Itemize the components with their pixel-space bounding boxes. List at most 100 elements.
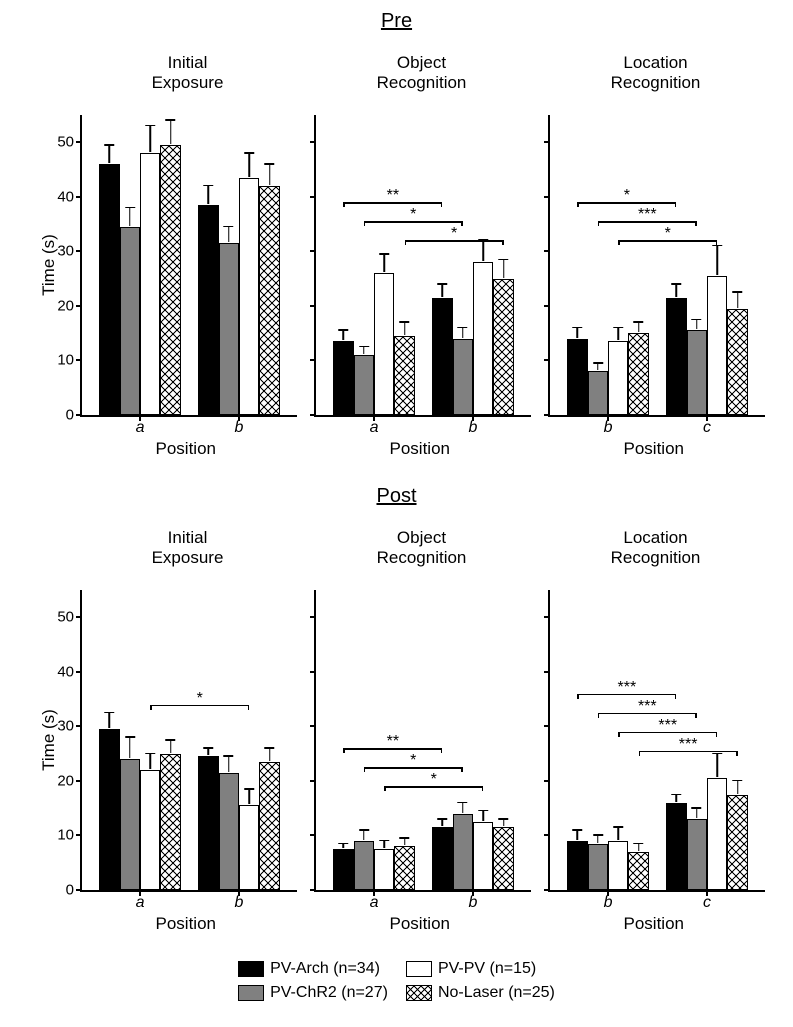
error-bar <box>482 239 484 261</box>
bar <box>727 309 747 415</box>
x-tick-label: b <box>604 419 613 437</box>
panel-title: LocationRecognition <box>548 528 763 567</box>
bar <box>473 822 493 890</box>
x-tick-label: a <box>136 419 145 437</box>
panel-title: InitialExposure <box>80 528 295 567</box>
error-bar <box>442 283 444 297</box>
bar <box>198 205 218 415</box>
legend-label: PV-ChR2 (n=27) <box>270 984 388 1002</box>
chart-panel: 01020304050ab <box>80 115 297 417</box>
bar <box>160 145 180 415</box>
error-bar <box>248 152 250 177</box>
significance-label: * <box>665 226 671 242</box>
error-bar <box>208 747 210 755</box>
chart-panel: bc***** <box>548 115 765 417</box>
error-bar <box>503 818 505 826</box>
error-bar <box>363 346 365 354</box>
bar <box>666 803 686 890</box>
error-bar <box>170 119 172 144</box>
error-bar <box>696 807 698 818</box>
significance-label: * <box>431 772 437 788</box>
bar <box>120 759 140 890</box>
significance-label: *** <box>638 207 657 223</box>
y-axis-label: Time (s) <box>39 709 59 771</box>
error-bar <box>696 319 698 330</box>
bar <box>239 805 259 890</box>
bar <box>99 164 119 415</box>
y-tick-label: 30 <box>57 718 74 735</box>
panel-title: InitialExposure <box>80 53 295 92</box>
error-bar <box>618 826 620 840</box>
significance-label: * <box>624 188 630 204</box>
error-bar <box>597 834 599 842</box>
y-tick-label: 10 <box>57 827 74 844</box>
error-bar <box>404 321 406 335</box>
bar <box>354 355 374 415</box>
x-axis-label: Position <box>624 439 684 459</box>
error-bar <box>618 327 620 341</box>
significance-label: * <box>451 226 457 242</box>
error-bar <box>597 362 599 370</box>
bar <box>588 371 608 415</box>
bar <box>432 827 452 890</box>
error-bar <box>638 843 640 851</box>
x-tick-label: c <box>703 894 711 912</box>
significance-label: * <box>410 753 416 769</box>
bar <box>727 795 747 890</box>
error-bar <box>129 207 131 226</box>
y-tick-label: 40 <box>57 663 74 680</box>
legend-swatch <box>406 985 432 1001</box>
x-axis-label: Position <box>624 914 684 934</box>
y-tick-label: 0 <box>66 407 74 424</box>
x-tick-label: a <box>370 894 379 912</box>
panel-title: LocationRecognition <box>548 53 763 92</box>
error-bar <box>676 283 678 297</box>
bar <box>493 279 513 415</box>
error-bar <box>269 163 271 185</box>
legend-item: PV-PV (n=15) <box>406 960 555 978</box>
error-bar <box>228 226 230 242</box>
bar <box>219 773 239 890</box>
bar <box>219 243 239 415</box>
bar <box>374 273 394 415</box>
row-title: Pre <box>0 10 793 33</box>
error-bar <box>150 753 152 769</box>
legend-swatch <box>238 985 264 1001</box>
bar <box>333 849 353 890</box>
x-axis-label: Position <box>390 439 450 459</box>
error-bar <box>676 794 678 802</box>
error-bar <box>404 837 406 845</box>
y-tick-label: 20 <box>57 772 74 789</box>
error-bar <box>462 802 464 813</box>
x-tick-label: b <box>234 894 243 912</box>
error-bar <box>129 736 131 758</box>
bar <box>394 336 414 415</box>
bar <box>374 849 394 890</box>
significance-label: *** <box>679 737 698 753</box>
error-bar <box>170 739 172 753</box>
error-bar <box>503 259 505 278</box>
error-bar <box>269 747 271 761</box>
bar <box>687 330 707 415</box>
y-tick-label: 50 <box>57 134 74 151</box>
significance-label: ** <box>387 734 399 750</box>
bar <box>567 841 587 890</box>
error-bar <box>638 321 640 332</box>
legend-swatch <box>238 961 264 977</box>
panel-title: ObjectRecognition <box>314 528 529 567</box>
error-bar <box>343 329 345 340</box>
bar <box>120 227 140 415</box>
bar <box>628 333 648 415</box>
bar <box>198 756 218 890</box>
bar <box>666 298 686 415</box>
legend-label: No-Laser (n=25) <box>438 984 555 1002</box>
x-tick-label: b <box>604 894 613 912</box>
x-tick-label: b <box>468 894 477 912</box>
significance-label: * <box>410 207 416 223</box>
error-bar <box>384 253 386 272</box>
bar <box>239 178 259 415</box>
panel-title: ObjectRecognition <box>314 53 529 92</box>
error-bar <box>462 327 464 338</box>
error-bar <box>248 788 250 804</box>
bar <box>608 341 628 415</box>
